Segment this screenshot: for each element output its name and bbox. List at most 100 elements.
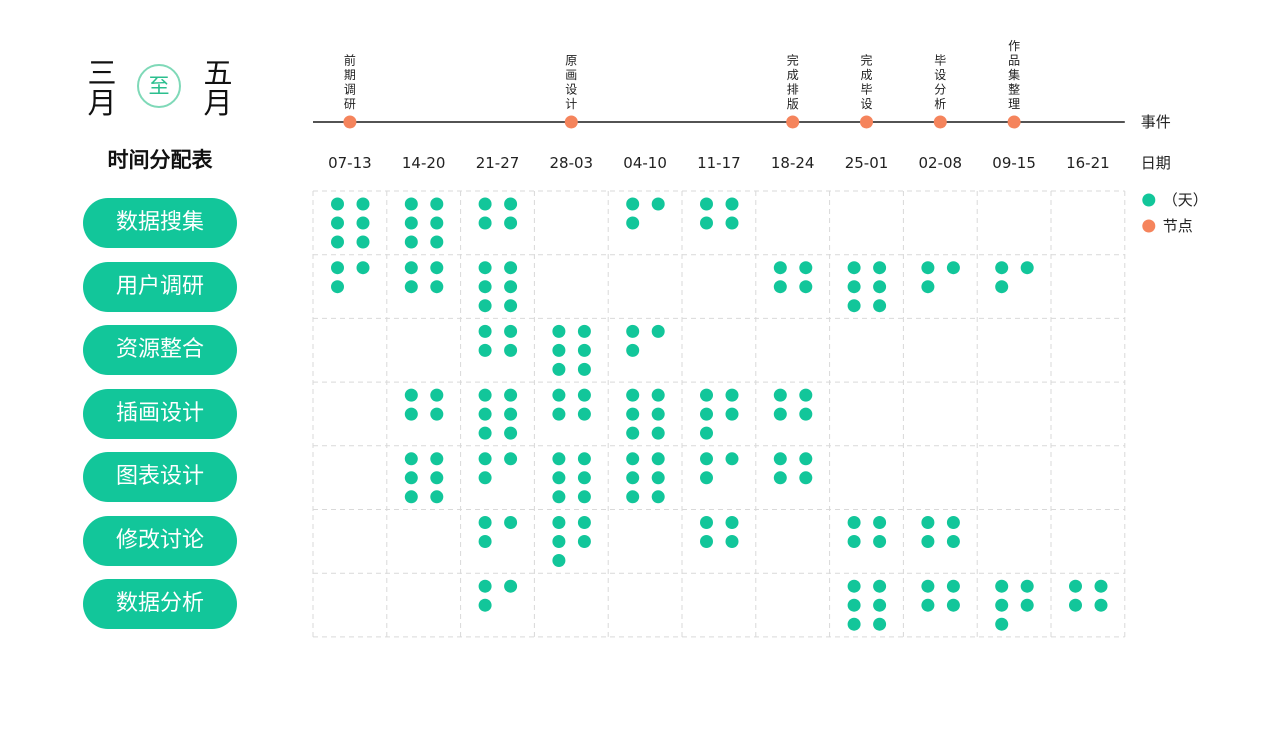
event-axis-label: 事件 (1141, 113, 1171, 131)
day-dot (504, 452, 518, 466)
day-dot (331, 235, 344, 249)
day-dot (1069, 598, 1082, 612)
day-dot (651, 388, 665, 402)
day-dot (651, 426, 665, 440)
milestone-dot (860, 115, 873, 129)
start-month: 三月 (87, 56, 117, 120)
day-dot (1020, 579, 1034, 593)
day-dot (504, 407, 518, 421)
day-dot (946, 579, 960, 593)
task-button-chart-design[interactable]: 图表设计 (83, 452, 237, 502)
day-dot (478, 343, 492, 357)
milestone-label: 前期调研 (344, 53, 356, 112)
day-dot (626, 490, 640, 504)
day-dot (404, 216, 418, 230)
day-dot (577, 452, 591, 466)
day-dot (626, 343, 640, 357)
day-dot (921, 516, 935, 529)
day-dot (799, 452, 813, 466)
day-dot (873, 299, 887, 313)
week-label: 11-17 (697, 154, 741, 172)
day-dot (700, 197, 713, 211)
day-dot (847, 535, 861, 548)
day-dot (651, 197, 665, 211)
day-dot (478, 407, 492, 421)
day-dot (430, 388, 444, 402)
day-dot (995, 598, 1009, 612)
day-dot (552, 324, 566, 338)
day-dot (873, 579, 887, 593)
day-dot (799, 407, 813, 421)
milestone-label: 原画设计 (565, 54, 577, 112)
day-dot (700, 407, 713, 421)
week-label: 16-21 (1066, 154, 1110, 172)
day-dot (847, 598, 861, 612)
day-dot (404, 235, 418, 249)
day-dot (552, 407, 566, 421)
day-dot (873, 617, 887, 631)
day-dot (995, 617, 1009, 631)
day-dot (504, 261, 518, 275)
task-button-illustration-design[interactable]: 插画设计 (83, 389, 237, 439)
day-dot (626, 407, 640, 421)
day-dot (946, 516, 960, 529)
day-dot (773, 388, 787, 402)
milestone-dot (564, 115, 578, 129)
task-button-data-collection[interactable]: 数据搜集 (83, 198, 237, 248)
day-dot (478, 388, 492, 402)
day-dot (577, 324, 591, 338)
week-label: 02-08 (919, 154, 963, 172)
day-dot (700, 516, 713, 529)
day-dot (404, 388, 418, 402)
day-dot (799, 261, 813, 275)
week-label: 28-03 (550, 154, 594, 172)
legend-swatch (1142, 193, 1156, 207)
day-dot (700, 452, 713, 466)
day-dot (504, 324, 518, 338)
day-dot (504, 197, 518, 211)
milestone-dot (1007, 115, 1021, 129)
day-dot (773, 407, 787, 421)
day-dot (404, 197, 418, 211)
day-dot (430, 280, 444, 294)
day-dot (478, 426, 492, 440)
week-label: 25-01 (845, 154, 889, 172)
task-button-user-research[interactable]: 用户调研 (83, 262, 237, 312)
legend-label: 节点 (1163, 217, 1193, 235)
day-dot (577, 388, 591, 402)
day-dot (651, 407, 665, 421)
task-button-resource-integration[interactable]: 资源整合 (83, 325, 237, 375)
day-dot (577, 535, 591, 548)
day-dot (504, 426, 518, 440)
milestone-label: 完成排版 (787, 53, 799, 112)
day-dot (995, 261, 1009, 275)
day-dot (504, 579, 518, 593)
week-label: 18-24 (771, 154, 815, 172)
day-dot (725, 216, 739, 230)
day-dot (331, 216, 344, 230)
day-dot (552, 516, 566, 529)
day-dot (430, 261, 444, 275)
day-dot (552, 471, 566, 485)
day-dot (577, 516, 591, 529)
day-dot (478, 452, 492, 466)
day-dot (552, 535, 566, 548)
day-dot (773, 261, 787, 275)
milestone-label: 毕设分析 (934, 54, 946, 112)
task-button-revision-discussion[interactable]: 修改讨论 (83, 516, 237, 566)
day-dot (478, 579, 492, 593)
task-button-data-analysis[interactable]: 数据分析 (83, 579, 237, 629)
day-dot (404, 261, 418, 275)
week-label: 07-13 (328, 154, 372, 172)
day-dot (725, 535, 739, 548)
day-dot (995, 280, 1009, 294)
day-dot (626, 426, 640, 440)
day-dot (1094, 598, 1108, 612)
day-dot (404, 280, 418, 294)
end-month: 五月 (203, 56, 233, 120)
day-dot (356, 197, 370, 211)
day-dot (651, 490, 665, 504)
day-dot (430, 216, 444, 230)
day-dot (478, 516, 492, 529)
